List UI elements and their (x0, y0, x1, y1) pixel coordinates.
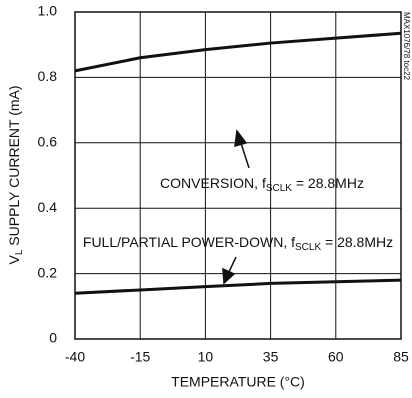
y-axis-label: VL SUPPLY CURRENT (mA) (6, 85, 25, 264)
x-tick-label: 35 (263, 349, 279, 365)
annotation-rest: = 28.8MHz (292, 175, 364, 191)
arrow-head (234, 129, 248, 148)
x-tick-label: 60 (328, 349, 344, 365)
y-tick-label: 0 (49, 330, 57, 346)
annotation-main: CONVERSION, f (160, 175, 266, 191)
x-axis-label: TEMPERATURE (°C) (171, 374, 305, 390)
y-tick-label: 0.2 (38, 264, 58, 280)
x-tick-label: 10 (198, 349, 214, 365)
y-label-main: V (6, 255, 22, 265)
x-tick-label: -15 (130, 349, 150, 365)
y-tick-label: 0.8 (38, 68, 58, 84)
y-tick-label: 0.6 (38, 134, 58, 150)
arrows (222, 129, 250, 285)
arrow-head (222, 267, 236, 285)
line (74, 31, 402, 73)
y-tick-label: 1.0 (38, 3, 58, 19)
annotation-sub: SCLK (295, 242, 321, 253)
annotation: CONVERSION, fSCLK = 28.8MHz (160, 175, 364, 194)
x-tick-label: 85 (393, 349, 409, 365)
line (74, 278, 402, 295)
y-label-rest: SUPPLY CURRENT (mA) (6, 85, 22, 249)
annotation: FULL/PARTIAL POWER-DOWN, fSCLK = 28.8MHz (83, 234, 393, 253)
figure-note: MAX1076/78 toc22 (402, 12, 411, 81)
plot-frame (74, 11, 402, 340)
y-tick-label: 0.4 (38, 199, 58, 215)
annotation-main: FULL/PARTIAL POWER-DOWN, f (83, 234, 295, 250)
x-tick-label: -40 (65, 349, 85, 365)
annotation-sub: SCLK (266, 183, 292, 194)
y-label-sub: L (14, 249, 25, 255)
annotation-rest: = 28.8MHz (321, 234, 393, 250)
